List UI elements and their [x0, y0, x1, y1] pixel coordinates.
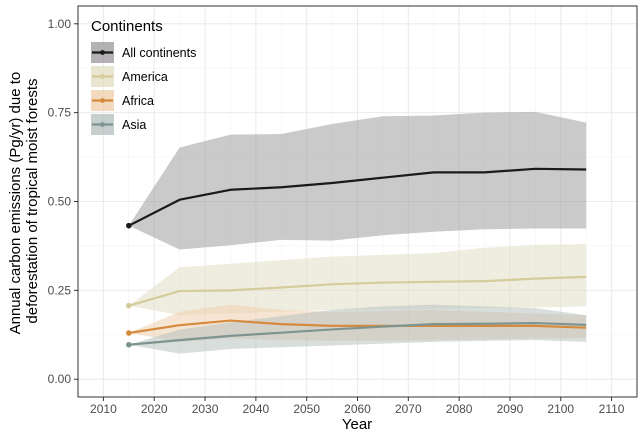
- legend-label-all-continents: All continents: [122, 46, 196, 60]
- legend-title: Continents: [91, 18, 163, 35]
- legend-label-africa: Africa: [122, 94, 154, 108]
- x-tick-label: 2020: [141, 402, 168, 416]
- x-axis-title: Year: [342, 416, 372, 433]
- y-axis-title: Annual carbon emissions (Pg/yr) due to d…: [7, 68, 41, 335]
- legend-label-asia: Asia: [122, 118, 146, 132]
- legend-label-america: America: [122, 70, 168, 84]
- legend-point-africa: [100, 98, 105, 103]
- x-tick-label: 2070: [395, 402, 422, 416]
- point-africa: [126, 330, 132, 336]
- y-axis-title-line-2: deforestation of tropical moist forests: [24, 78, 41, 323]
- y-tick-label: 0.75: [48, 106, 72, 120]
- x-tick-label: 2100: [547, 402, 574, 416]
- line-africa: [128, 319, 587, 335]
- legend-point-asia: [100, 122, 105, 127]
- x-tick-label: 2050: [293, 402, 320, 416]
- series-points: [126, 222, 132, 348]
- y-axis-title-line-1: Annual carbon emissions (Pg/yr) due to: [7, 72, 24, 335]
- line-america: [128, 275, 587, 307]
- point-america: [126, 302, 132, 309]
- y-axis-ticks: 0.00 0.25 0.50 0.75 1.00: [48, 17, 78, 386]
- y-tick-label: 0.00: [48, 372, 72, 386]
- y-tick-label: 0.25: [48, 283, 72, 297]
- y-tick-label: 0.50: [48, 195, 72, 209]
- x-tick-label: 2030: [192, 402, 219, 416]
- point-all-continents: [126, 222, 132, 229]
- x-axis-ticks: 2010 2020 2030 2040 2050 2060 2070 2080 2090 2100…: [90, 397, 625, 416]
- line-all-continents: [128, 167, 587, 227]
- legend-point-america: [100, 74, 105, 79]
- x-tick-label: 2060: [344, 402, 371, 416]
- series-lines: [128, 167, 587, 346]
- y-tick-label: 1.00: [48, 17, 72, 31]
- x-tick-label: 2110: [599, 402, 625, 416]
- line-asia: [128, 321, 587, 346]
- legend: Continents All continents America Africa As…: [91, 18, 196, 135]
- x-tick-label: 2080: [446, 402, 473, 416]
- legend-items: All continents America Africa Asia: [91, 42, 196, 135]
- x-tick-label: 2040: [243, 402, 270, 416]
- x-tick-label: 2090: [497, 402, 524, 416]
- x-tick-label: 2010: [90, 402, 117, 416]
- legend-point-all-continents: [100, 50, 105, 55]
- band-america: [128, 244, 587, 316]
- point-asia: [126, 341, 132, 348]
